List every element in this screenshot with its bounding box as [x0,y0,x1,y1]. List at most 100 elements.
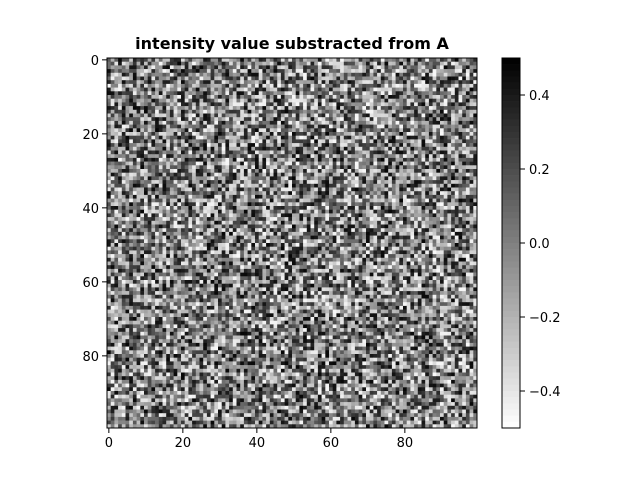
heatmap-cell [280,191,285,196]
heatmap-cell [432,139,437,144]
heatmap-cell [395,202,400,207]
heatmap-cell [277,61,282,66]
heatmap-cell [406,180,411,185]
heatmap-cell [351,154,356,159]
heatmap-cell [428,98,433,103]
heatmap-cell [295,183,300,188]
heatmap-cell [280,180,285,185]
heatmap-cell [299,98,304,103]
heatmap-cell [451,106,456,111]
heatmap-cell [140,172,145,177]
heatmap-cell [369,213,374,218]
heatmap-cell [240,217,245,222]
heatmap-cell [465,120,470,125]
heatmap-cell [158,58,163,62]
heatmap-cell [403,61,407,66]
heatmap-cell [144,128,148,133]
heatmap-cell [369,146,374,151]
heatmap-cell [284,187,289,192]
heatmap-cell [284,213,289,218]
heatmap-cell [414,235,419,240]
heatmap-cell [299,231,304,236]
heatmap-cell [295,87,300,92]
heatmap-cell [465,87,470,92]
heatmap-cell [184,165,189,170]
heatmap-cell [321,169,326,173]
heatmap-cell [129,65,134,70]
heatmap-cell [440,83,444,88]
heatmap-cell [332,220,337,225]
heatmap-cell [173,80,178,85]
heatmap-cell [329,146,333,151]
heatmap-cell [288,91,293,96]
heatmap-cell [340,194,345,199]
heatmap-cell [306,139,311,144]
heatmap-cell [255,217,259,222]
heatmap-cell [354,83,359,88]
heatmap-cell [110,191,115,196]
heatmap-cell [114,224,119,229]
heatmap-cell [277,102,282,107]
heatmap-cell [303,109,308,114]
heatmap-cell [280,91,285,96]
heatmap-cell [192,83,197,88]
heatmap-cell [314,165,319,170]
heatmap-cell [280,161,285,166]
heatmap-cell [391,72,396,77]
heatmap-cell [377,220,382,225]
heatmap-cell [295,95,300,99]
heatmap-cell [306,187,311,192]
heatmap-cell [391,106,396,111]
heatmap-cell [258,117,263,122]
heatmap-cell [192,98,197,103]
heatmap-cell [192,95,197,99]
heatmap-cell [255,213,259,218]
heatmap-cell [144,124,148,129]
heatmap-cell [280,69,285,74]
heatmap-cell [340,206,345,210]
heatmap-cell [147,239,152,244]
heatmap-cell [206,202,211,207]
heatmap-cell [366,161,370,166]
heatmap-cell [136,65,141,70]
heatmap-cell [121,235,126,240]
heatmap-cell [262,106,267,111]
heatmap-cell [110,157,115,162]
heatmap-cell [166,172,171,177]
heatmap-cell [377,102,382,107]
heatmap-cell [247,202,252,207]
heatmap-cell [299,87,304,92]
heatmap-cell [284,206,289,210]
heatmap-cell [221,180,226,185]
heatmap-cell [199,76,204,81]
heatmap-cell [373,58,378,62]
heatmap-cell [410,206,415,210]
heatmap-cell [469,91,474,96]
heatmap-cell [136,87,141,92]
heatmap-cell [343,157,348,162]
heatmap-cell [181,102,185,107]
heatmap-cell [373,135,378,140]
heatmap-cell [232,191,237,196]
heatmap-cell [214,176,219,181]
heatmap-cell [403,65,407,70]
heatmap-cell [155,106,160,111]
heatmap-cell [410,76,415,81]
heatmap-cell [432,80,437,85]
heatmap-cell [425,87,430,92]
heatmap-cell [258,143,263,148]
heatmap-cell [303,76,308,81]
heatmap-cell [114,228,119,233]
heatmap-cell [277,117,282,122]
heatmap-cell [428,213,433,218]
heatmap-cell [262,150,267,155]
heatmap-cell [451,213,456,218]
heatmap-cell [266,61,271,66]
heatmap-cell [351,139,356,144]
heatmap-cell [314,231,319,236]
heatmap-cell [121,58,126,62]
heatmap-cell [369,128,374,133]
heatmap-cell [229,220,234,225]
heatmap-cell [443,113,448,118]
heatmap-cell [469,135,474,140]
